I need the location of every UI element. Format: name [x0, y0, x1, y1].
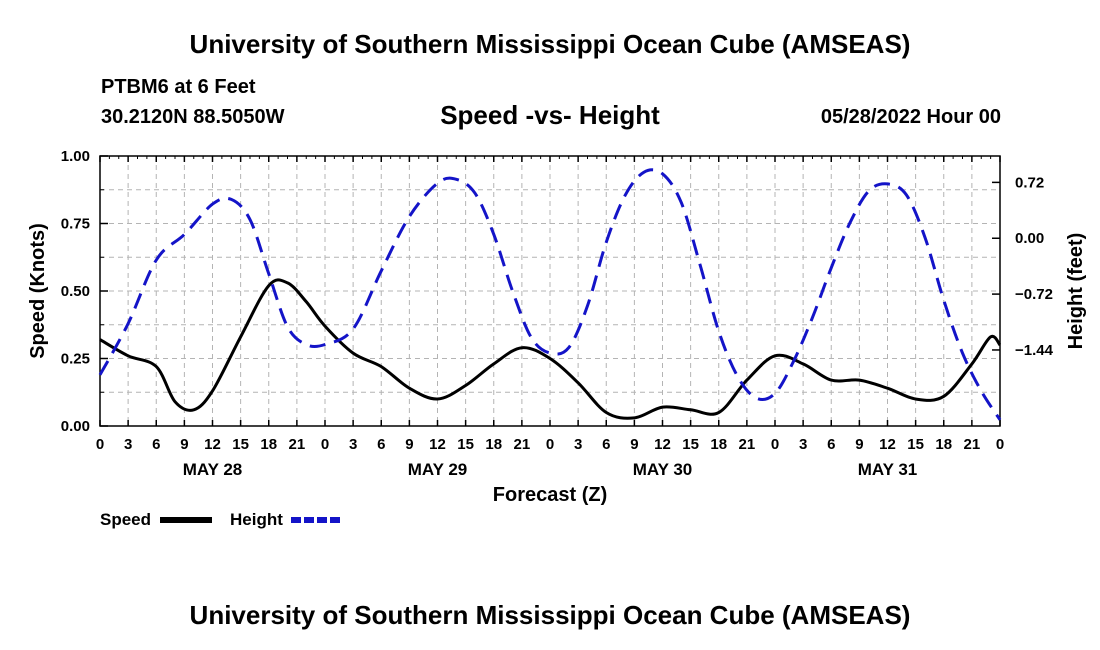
x-tick-label: 3: [799, 436, 807, 453]
x-tick-label: 3: [124, 436, 132, 453]
y-tick-label: 0.50: [61, 283, 90, 300]
y-axis-label: Speed (Knots): [27, 223, 49, 359]
y2-tick-label: 0.00: [1015, 230, 1044, 247]
x-tick-label: 15: [232, 436, 249, 453]
x-tick-label: 0: [321, 436, 329, 453]
x-tick-label: 9: [405, 436, 413, 453]
legend-height-swatch: [291, 517, 343, 523]
x-tick-label: 15: [682, 436, 699, 453]
x-tick-label: 6: [377, 436, 385, 453]
day-label: MAY 31: [858, 460, 918, 479]
x-tick-label: 0: [771, 436, 779, 453]
location-label: 30.2120N 88.5050W: [101, 106, 285, 128]
y2-tick-label: −1.44: [1015, 342, 1054, 359]
x-tick-label: 12: [879, 436, 896, 453]
station-label: PTBM6 at 6 Feet: [101, 76, 256, 98]
x-tick-label: 12: [654, 436, 671, 453]
y2-axis-label: Height (feet): [1065, 233, 1087, 350]
x-tick-label: 0: [546, 436, 554, 453]
x-tick-label: 18: [710, 436, 727, 453]
legend-height-label: Height: [230, 510, 283, 529]
y-tick-label: 1.00: [61, 148, 90, 165]
x-tick-label: 18: [260, 436, 277, 453]
x-tick-label: 9: [180, 436, 188, 453]
x-tick-label: 21: [739, 436, 756, 453]
y-tick-label: 0.75: [61, 216, 90, 233]
x-tick-label: 0: [96, 436, 104, 453]
x-axis-label: Forecast (Z): [493, 484, 607, 506]
x-tick-label: 21: [289, 436, 306, 453]
x-tick-label: 18: [485, 436, 502, 453]
y2-tick-label: −0.72: [1015, 286, 1053, 303]
x-tick-label: 12: [429, 436, 446, 453]
day-label: MAY 29: [408, 460, 468, 479]
y-tick-label: 0.25: [61, 351, 90, 368]
x-tick-label: 15: [907, 436, 924, 453]
x-tick-label: 6: [827, 436, 835, 453]
footer-title: University of Southern Mississippi Ocean…: [189, 600, 911, 630]
x-tick-label: 3: [349, 436, 357, 453]
speed-series-line: [99, 278, 1002, 420]
datetime-label: 05/28/2022 Hour 00: [820, 106, 1001, 128]
y-tick-label: 0.00: [61, 418, 90, 435]
x-tick-label: 0: [996, 436, 1004, 453]
x-tick-label: 3: [574, 436, 582, 453]
x-tick-label: 21: [964, 436, 981, 453]
x-tick-label: 9: [855, 436, 863, 453]
x-tick-label: 18: [935, 436, 952, 453]
x-tick-label: 21: [514, 436, 531, 453]
x-tick-label: 15: [457, 436, 474, 453]
x-tick-label: 6: [152, 436, 160, 453]
x-tick-label: 6: [602, 436, 610, 453]
height-series-line: [98, 168, 1002, 421]
chart-title: Speed -vs- Height: [440, 100, 660, 130]
day-label: MAY 28: [183, 460, 243, 479]
day-label: MAY 30: [633, 460, 693, 479]
legend-speed-label: Speed: [100, 510, 152, 529]
x-tick-label: 9: [630, 436, 638, 453]
x-tick-label: 12: [204, 436, 221, 453]
legend-speed-swatch: [160, 517, 212, 523]
page-title: University of Southern Mississippi Ocean…: [189, 29, 911, 59]
y2-tick-label: 0.72: [1015, 174, 1044, 191]
